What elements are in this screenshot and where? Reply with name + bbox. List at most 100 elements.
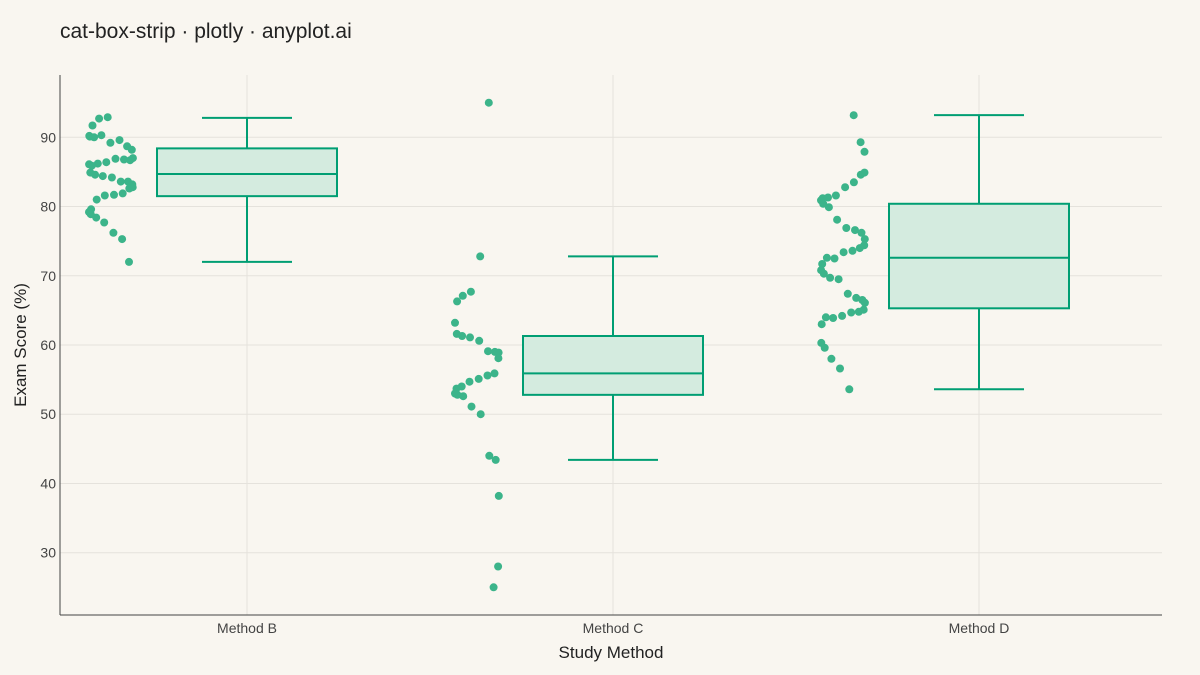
strip-point	[827, 354, 836, 363]
strip-point	[458, 332, 467, 340]
box-plots	[156, 114, 1070, 461]
strip-point	[116, 177, 125, 186]
strip-point	[483, 371, 492, 380]
strip-point	[120, 155, 128, 164]
strip-point	[833, 215, 842, 224]
y-tick-label: 70	[40, 268, 56, 284]
strip-point	[849, 111, 858, 120]
strip-point	[484, 347, 492, 356]
strip-point	[118, 189, 127, 198]
strip-point	[820, 343, 829, 352]
x-axis-title: Study Method	[559, 643, 664, 662]
strip-point	[453, 297, 462, 306]
strip-point	[852, 293, 861, 302]
strip-point	[110, 190, 118, 199]
strip-point	[125, 257, 133, 266]
strip-point	[856, 138, 865, 147]
strip-point	[841, 183, 850, 192]
strip-point	[93, 159, 102, 168]
strip-point	[106, 138, 115, 147]
strip-point	[494, 491, 503, 500]
strip-point	[90, 133, 99, 142]
strip-point	[842, 224, 851, 232]
iqr-box	[522, 335, 704, 396]
strip-point	[831, 191, 840, 200]
strip-point	[856, 170, 865, 179]
strip-point	[458, 291, 467, 300]
x-axis-ticks: Method B Method C Method D	[217, 620, 1009, 636]
strip-point	[843, 289, 852, 298]
strip-point	[860, 235, 869, 244]
strip-point	[126, 156, 135, 165]
strip-point	[118, 235, 127, 244]
strip-point	[97, 131, 106, 140]
strip-point	[88, 121, 97, 130]
strip-point	[100, 218, 109, 227]
strip-point	[839, 248, 848, 257]
strip-point	[817, 320, 826, 329]
strip-point	[100, 191, 109, 200]
strip-point	[125, 184, 134, 193]
strip-point	[107, 173, 116, 182]
strip-point	[826, 273, 835, 282]
y-tick-label: 90	[40, 129, 56, 145]
strip-point	[92, 195, 101, 204]
strip-point	[847, 308, 856, 317]
strip-point	[109, 228, 118, 237]
strip-point	[854, 307, 863, 316]
strip-point	[467, 402, 476, 411]
strip-point	[830, 254, 839, 263]
strip-point	[490, 369, 499, 378]
strip-point	[849, 178, 858, 187]
strip-point	[102, 158, 111, 167]
strip-point	[451, 318, 459, 327]
strip-point	[818, 260, 827, 268]
strip-points	[85, 98, 869, 592]
strip-point	[476, 252, 485, 261]
strip-point	[485, 451, 494, 460]
strip-point	[92, 213, 101, 222]
strip-point	[494, 354, 503, 363]
strip-point	[103, 113, 112, 122]
iqr-box	[156, 147, 338, 198]
chart-title: cat-box-strip · plotly · anyplot.ai	[60, 20, 352, 43]
strip-point	[475, 336, 484, 345]
strip-point	[845, 385, 854, 394]
strip-point	[824, 203, 833, 212]
y-tick-label: 60	[40, 337, 56, 353]
box-method-b	[156, 116, 338, 263]
strip-point	[95, 114, 104, 123]
y-tick-label: 30	[40, 545, 56, 561]
strip-point	[834, 275, 843, 284]
strip-point	[465, 377, 474, 386]
strip-point	[860, 298, 869, 307]
strip-point	[494, 562, 503, 571]
strip-point	[484, 98, 493, 107]
y-axis-ticks: 30 40 50 60 70 80 90	[40, 129, 56, 560]
box-method-c	[522, 255, 704, 461]
y-axis-title: Exam Score (%)	[11, 283, 30, 407]
strip-point	[127, 145, 136, 154]
strip-point	[474, 374, 483, 383]
strip-point	[855, 244, 864, 253]
strip-point	[111, 154, 120, 163]
strip-point	[489, 583, 498, 592]
strip-point	[466, 333, 474, 342]
strip-point	[829, 314, 838, 322]
strip-point	[98, 172, 107, 181]
strip-point	[822, 253, 831, 262]
y-tick-label: 50	[40, 406, 56, 422]
x-tick-label: Method D	[949, 620, 1010, 636]
strip-point	[860, 147, 869, 156]
strip-point	[494, 348, 503, 357]
x-tick-label: Method C	[583, 620, 644, 636]
strip-point	[821, 313, 830, 322]
strip-point	[466, 287, 475, 296]
strip-point	[819, 269, 828, 278]
strip-point	[91, 170, 100, 179]
y-tick-label: 80	[40, 199, 56, 215]
box-method-d	[888, 114, 1070, 391]
x-tick-label: Method B	[217, 620, 277, 636]
strip-point	[848, 246, 857, 255]
